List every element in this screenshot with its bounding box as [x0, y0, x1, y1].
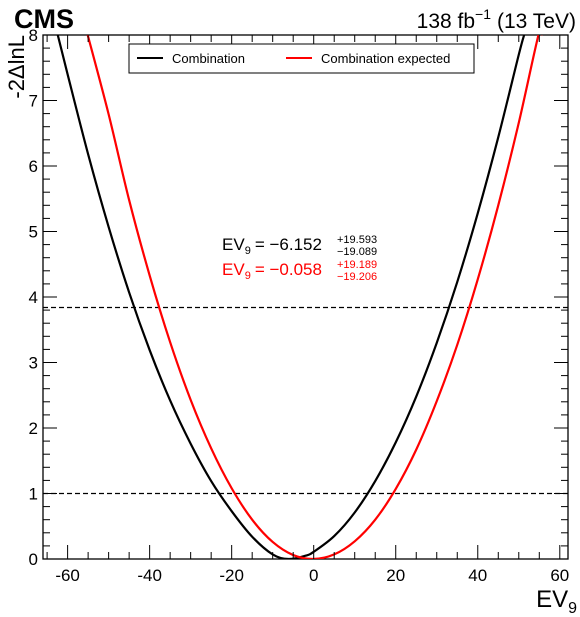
legend-label-combination: Combination [172, 51, 245, 66]
luminosity-label: 138 fb−1 (13 TeV) [417, 6, 576, 33]
x-tick-label: -20 [219, 566, 244, 585]
curve-combination [56, 35, 526, 559]
lumi-exponent: −1 [475, 6, 491, 22]
lumi-value: 138 fb [417, 10, 475, 33]
plot-frame [42, 34, 569, 560]
y-tick-label: 6 [29, 157, 38, 176]
result-expected-up: +19.189 [337, 259, 377, 271]
x-axis-title: EV9 [536, 586, 577, 617]
result-expected-down: −19.206 [337, 271, 377, 283]
experiment-label: CMS [14, 4, 74, 34]
x-tick-label: 0 [309, 566, 318, 585]
energy-label: (13 TeV) [497, 10, 576, 33]
y-axis-title: -2ΔlnL [4, 35, 29, 99]
reference-lines [43, 306, 568, 495]
result-observed: EV9 = −6.152 [222, 235, 322, 257]
result-observed-down: −19.089 [337, 246, 377, 258]
x-tick-label: 40 [468, 566, 487, 585]
x-tick-label: 20 [386, 566, 405, 585]
curve-combination-expected [86, 35, 543, 559]
y-tick-label: 8 [29, 26, 38, 45]
y-tick-label: 5 [29, 223, 38, 242]
curves [56, 35, 543, 559]
y-tick-label: 1 [29, 485, 38, 504]
y-tick-label: 7 [29, 92, 38, 111]
y-tick-label: 4 [29, 288, 38, 307]
x-tick-label: -40 [137, 566, 162, 585]
y-tick-label: 3 [29, 354, 38, 373]
y-tick-label: 0 [29, 550, 38, 569]
result-expected: EV9 = −0.058 [222, 260, 322, 282]
y-axis-ticks: 0 1 2 3 4 5 6 7 8 [29, 26, 568, 569]
legend-label-expected: Combination expected [321, 51, 450, 66]
y-tick-label: 2 [29, 419, 38, 438]
result-observed-up: +19.593 [337, 234, 377, 246]
x-tick-label: -60 [55, 566, 80, 585]
x-axis-ticks: -60 -40 -20 0 20 40 60 [46, 35, 569, 585]
x-tick-label: 60 [550, 566, 569, 585]
legend: Combination Combination expected [128, 43, 475, 74]
